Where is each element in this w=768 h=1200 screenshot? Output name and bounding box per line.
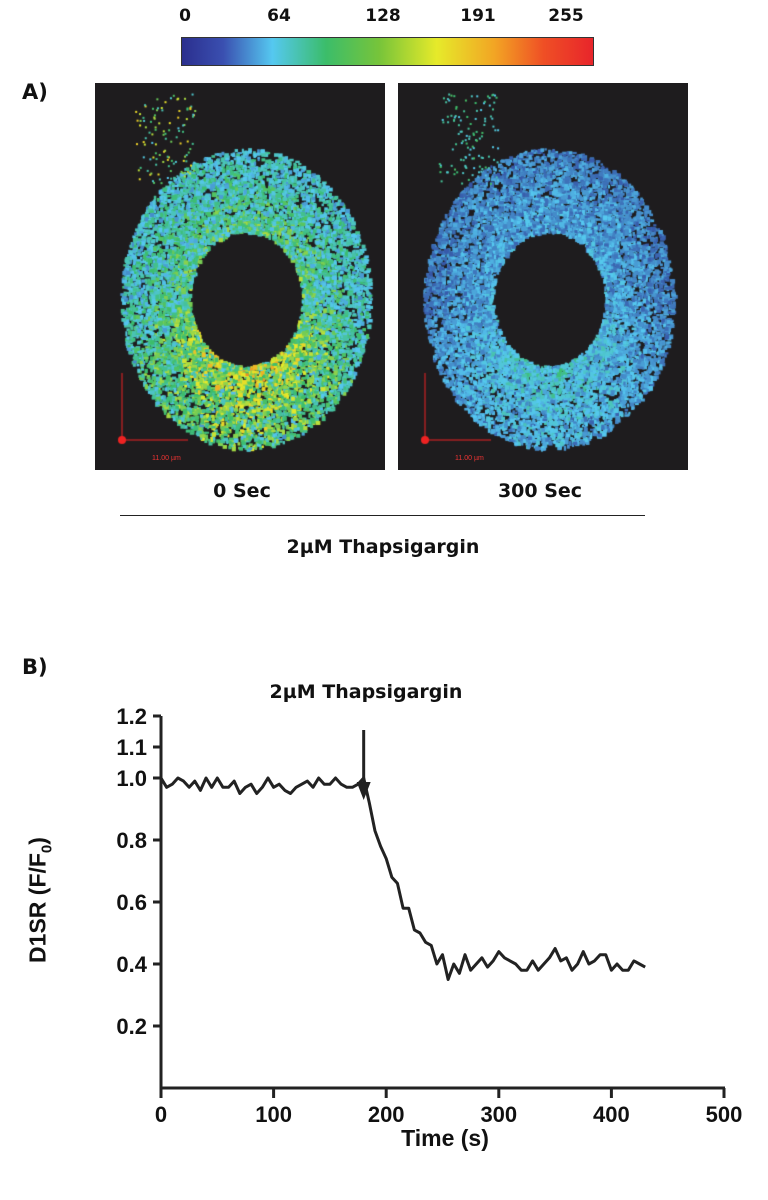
y-tick-label: 0.6 (116, 890, 147, 915)
y-tick-label: 0.4 (116, 952, 147, 977)
treatment-label: 2µM Thapsigargin (286, 536, 480, 558)
image-caption-300: 300 Sec (497, 480, 583, 502)
scale-label: 11.00 µm (455, 455, 484, 462)
intensity-colorbar (181, 37, 594, 66)
colorbar-tick: 191 (460, 6, 496, 26)
y-axis-label-sub: 0 (38, 844, 56, 854)
scale-label: 11.00 µm (152, 455, 181, 462)
y-tick-label: 1.1 (116, 735, 147, 760)
x-tick-label: 400 (593, 1102, 630, 1127)
microscopy-image-300sec (398, 83, 688, 470)
chart-title: 2µM Thapsigargin (269, 681, 463, 703)
y-axis-label: D1SR (F/F0) (25, 837, 56, 963)
y-axis-label-end: ) (24, 837, 51, 845)
x-tick-label: 500 (706, 1102, 743, 1127)
x-tick-label: 0 (155, 1102, 167, 1127)
y-tick-label: 1.0 (116, 766, 147, 791)
y-tick-label: 0.2 (116, 1014, 147, 1039)
x-tick-label: 300 (480, 1102, 517, 1127)
y-tick-label: 0.8 (116, 828, 147, 853)
image-caption-0: 0 Sec (213, 480, 271, 502)
colorbar-tick: 255 (548, 6, 584, 26)
arrow-head-icon (356, 782, 371, 800)
x-axis-label: Time (s) (401, 1125, 489, 1151)
x-tick-label: 100 (255, 1102, 292, 1127)
y-axis-label-text: D1SR (F/F (24, 853, 51, 963)
colorbar-tick: 0 (179, 6, 191, 26)
y-tick-label: 1.2 (116, 704, 147, 729)
panel-b-label: B) (22, 655, 48, 679)
colorbar-tick: 64 (267, 6, 291, 26)
panel-a-label: A) (22, 80, 48, 104)
data-line-d1sr (159, 776, 646, 981)
colorbar-tick: 128 (365, 6, 401, 26)
microscopy-image-0sec (95, 83, 385, 470)
x-tick-label: 200 (368, 1102, 405, 1127)
treatment-bracket-line (120, 515, 645, 516)
